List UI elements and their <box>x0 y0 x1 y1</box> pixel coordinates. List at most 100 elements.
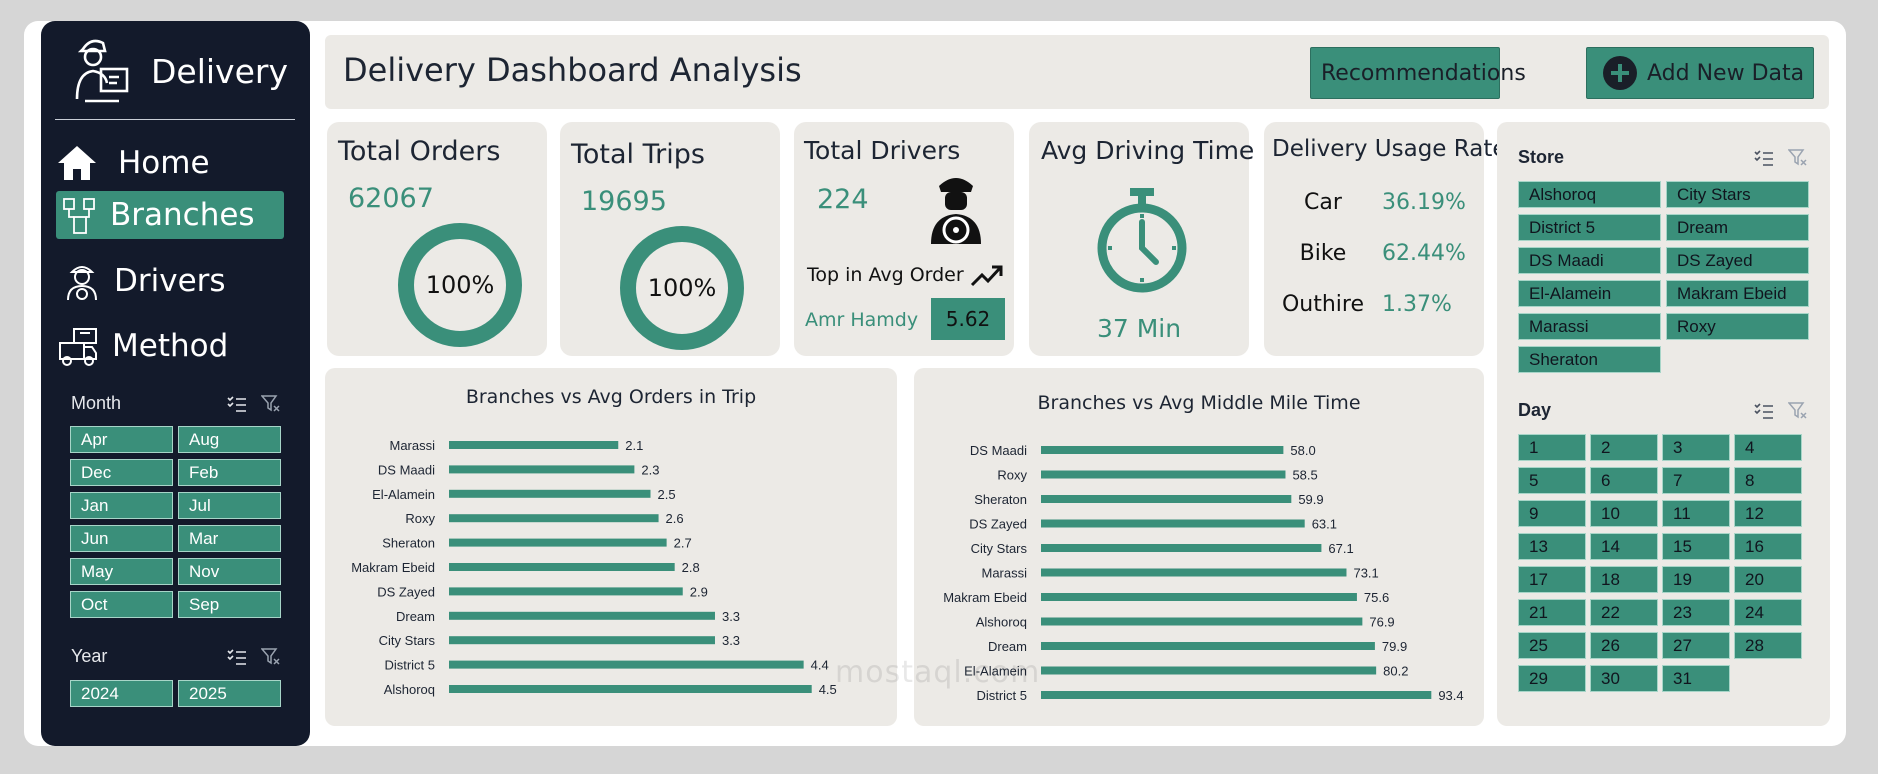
bar[interactable] <box>1041 593 1357 601</box>
bar[interactable] <box>1041 691 1432 699</box>
store-chip[interactable]: Makram Ebeid <box>1666 280 1809 307</box>
multi-select-icon[interactable] <box>1754 149 1774 167</box>
day-chip[interactable]: 18 <box>1590 566 1658 593</box>
year-chip[interactable]: 2025 <box>178 680 281 707</box>
bar[interactable] <box>1041 544 1322 552</box>
bar[interactable] <box>1041 568 1347 577</box>
bar[interactable] <box>449 465 635 474</box>
nav-home[interactable]: Home <box>56 139 284 187</box>
bar[interactable] <box>1041 446 1284 454</box>
bar[interactable] <box>449 441 619 449</box>
day-chip[interactable]: 8 <box>1734 467 1802 494</box>
day-chip[interactable]: 10 <box>1590 500 1658 527</box>
day-chip[interactable]: 23 <box>1662 599 1730 626</box>
day-chip[interactable]: 4 <box>1734 434 1802 461</box>
total-trips-ring <box>620 226 744 350</box>
day-chip[interactable]: 25 <box>1518 632 1586 659</box>
bar[interactable] <box>1041 642 1375 650</box>
bar[interactable] <box>449 636 715 645</box>
store-slicer: Alshoroq City Stars District 5 Dream DS … <box>1518 181 1809 373</box>
store-chip[interactable]: Sheraton <box>1518 346 1661 373</box>
bar[interactable] <box>449 563 675 571</box>
day-chip[interactable]: 14 <box>1590 533 1658 560</box>
clear-filter-icon[interactable] <box>1788 401 1808 420</box>
bar[interactable] <box>1041 519 1305 528</box>
multi-select-icon[interactable] <box>227 648 247 666</box>
day-slicer: 1 2 3 4 5 6 7 8 9 10 11 12 13 14 15 16 17 18 19 20 21 22 23 24 2… <box>1518 434 1802 692</box>
day-chip[interactable]: 31 <box>1662 665 1730 692</box>
day-chip[interactable]: 6 <box>1590 467 1658 494</box>
multi-select-icon[interactable] <box>1754 402 1774 420</box>
data-label: 2.1 <box>625 438 643 453</box>
store-chip[interactable]: District 5 <box>1518 214 1661 241</box>
clear-filter-icon[interactable] <box>261 394 281 413</box>
month-chip[interactable]: Jan <box>70 492 173 519</box>
month-chip[interactable]: Feb <box>178 459 281 486</box>
store-chip[interactable]: Roxy <box>1666 313 1809 340</box>
day-chip[interactable]: 24 <box>1734 599 1802 626</box>
avg-orders-chart-panel: Branches vs Avg Orders in Trip Marassi 2.… <box>325 368 897 726</box>
month-chip[interactable]: Mar <box>178 525 281 552</box>
bar[interactable] <box>449 514 659 523</box>
month-chip[interactable]: Nov <box>178 558 281 585</box>
day-chip[interactable]: 13 <box>1518 533 1586 560</box>
month-chip[interactable]: Jun <box>70 525 173 552</box>
month-chip[interactable]: Dec <box>70 459 173 486</box>
store-chip[interactable]: City Stars <box>1666 181 1809 208</box>
clear-filter-icon[interactable] <box>1788 148 1808 167</box>
day-chip[interactable]: 2 <box>1590 434 1658 461</box>
nav-method[interactable]: Method <box>56 322 284 370</box>
day-chip[interactable]: 16 <box>1734 533 1802 560</box>
day-chip[interactable]: 15 <box>1662 533 1730 560</box>
bar[interactable] <box>1041 495 1292 503</box>
day-chip[interactable]: 3 <box>1662 434 1730 461</box>
day-chip[interactable]: 19 <box>1662 566 1730 593</box>
multi-select-icon[interactable] <box>227 395 247 413</box>
day-chip[interactable]: 26 <box>1590 632 1658 659</box>
clear-filter-icon[interactable] <box>261 647 281 666</box>
nav-drivers[interactable]: Drivers <box>56 257 284 305</box>
month-chip[interactable]: Jul <box>178 492 281 519</box>
day-chip[interactable]: 30 <box>1590 665 1658 692</box>
bar[interactable] <box>449 611 715 620</box>
add-new-data-button[interactable]: Add New Data <box>1586 47 1814 99</box>
bar[interactable] <box>1041 666 1377 675</box>
month-chip[interactable]: May <box>70 558 173 585</box>
day-chip[interactable]: 29 <box>1518 665 1586 692</box>
day-chip[interactable]: 12 <box>1734 500 1802 527</box>
day-chip[interactable]: 27 <box>1662 632 1730 659</box>
month-chip[interactable]: Apr <box>70 426 173 453</box>
month-chip[interactable]: Sep <box>178 591 281 618</box>
month-chip[interactable]: Aug <box>178 426 281 453</box>
day-chip[interactable]: 5 <box>1518 467 1586 494</box>
nav-branches[interactable]: Branches <box>56 191 284 239</box>
bar[interactable] <box>449 685 812 693</box>
day-chip[interactable]: 28 <box>1734 632 1802 659</box>
category-label: City Stars <box>379 633 436 648</box>
day-chip[interactable]: 11 <box>1662 500 1730 527</box>
bar[interactable] <box>449 587 683 596</box>
store-chip[interactable]: Alshoroq <box>1518 181 1661 208</box>
recommendations-button[interactable]: Recommendations <box>1310 47 1526 99</box>
store-chip[interactable]: DS Zayed <box>1666 247 1809 274</box>
bar[interactable] <box>449 489 651 498</box>
day-chip[interactable]: 7 <box>1662 467 1730 494</box>
store-chip[interactable]: El-Alamein <box>1518 280 1661 307</box>
day-chip[interactable]: 9 <box>1518 500 1586 527</box>
store-chip[interactable]: DS Maadi <box>1518 247 1661 274</box>
day-chip[interactable]: 21 <box>1518 599 1586 626</box>
store-chip[interactable]: Marassi <box>1518 313 1661 340</box>
bar[interactable] <box>1041 617 1363 626</box>
top-avg-order-label: Top in Avg Order <box>807 264 964 286</box>
data-label: 2.7 <box>674 536 692 551</box>
year-chip[interactable]: 2024 <box>70 680 173 707</box>
month-chip[interactable]: Oct <box>70 591 173 618</box>
day-chip[interactable]: 20 <box>1734 566 1802 593</box>
day-chip[interactable]: 1 <box>1518 434 1586 461</box>
bar[interactable] <box>1041 470 1286 479</box>
bar[interactable] <box>449 660 804 669</box>
store-chip[interactable]: Dream <box>1666 214 1809 241</box>
bar[interactable] <box>449 538 667 547</box>
day-chip[interactable]: 17 <box>1518 566 1586 593</box>
day-chip[interactable]: 22 <box>1590 599 1658 626</box>
